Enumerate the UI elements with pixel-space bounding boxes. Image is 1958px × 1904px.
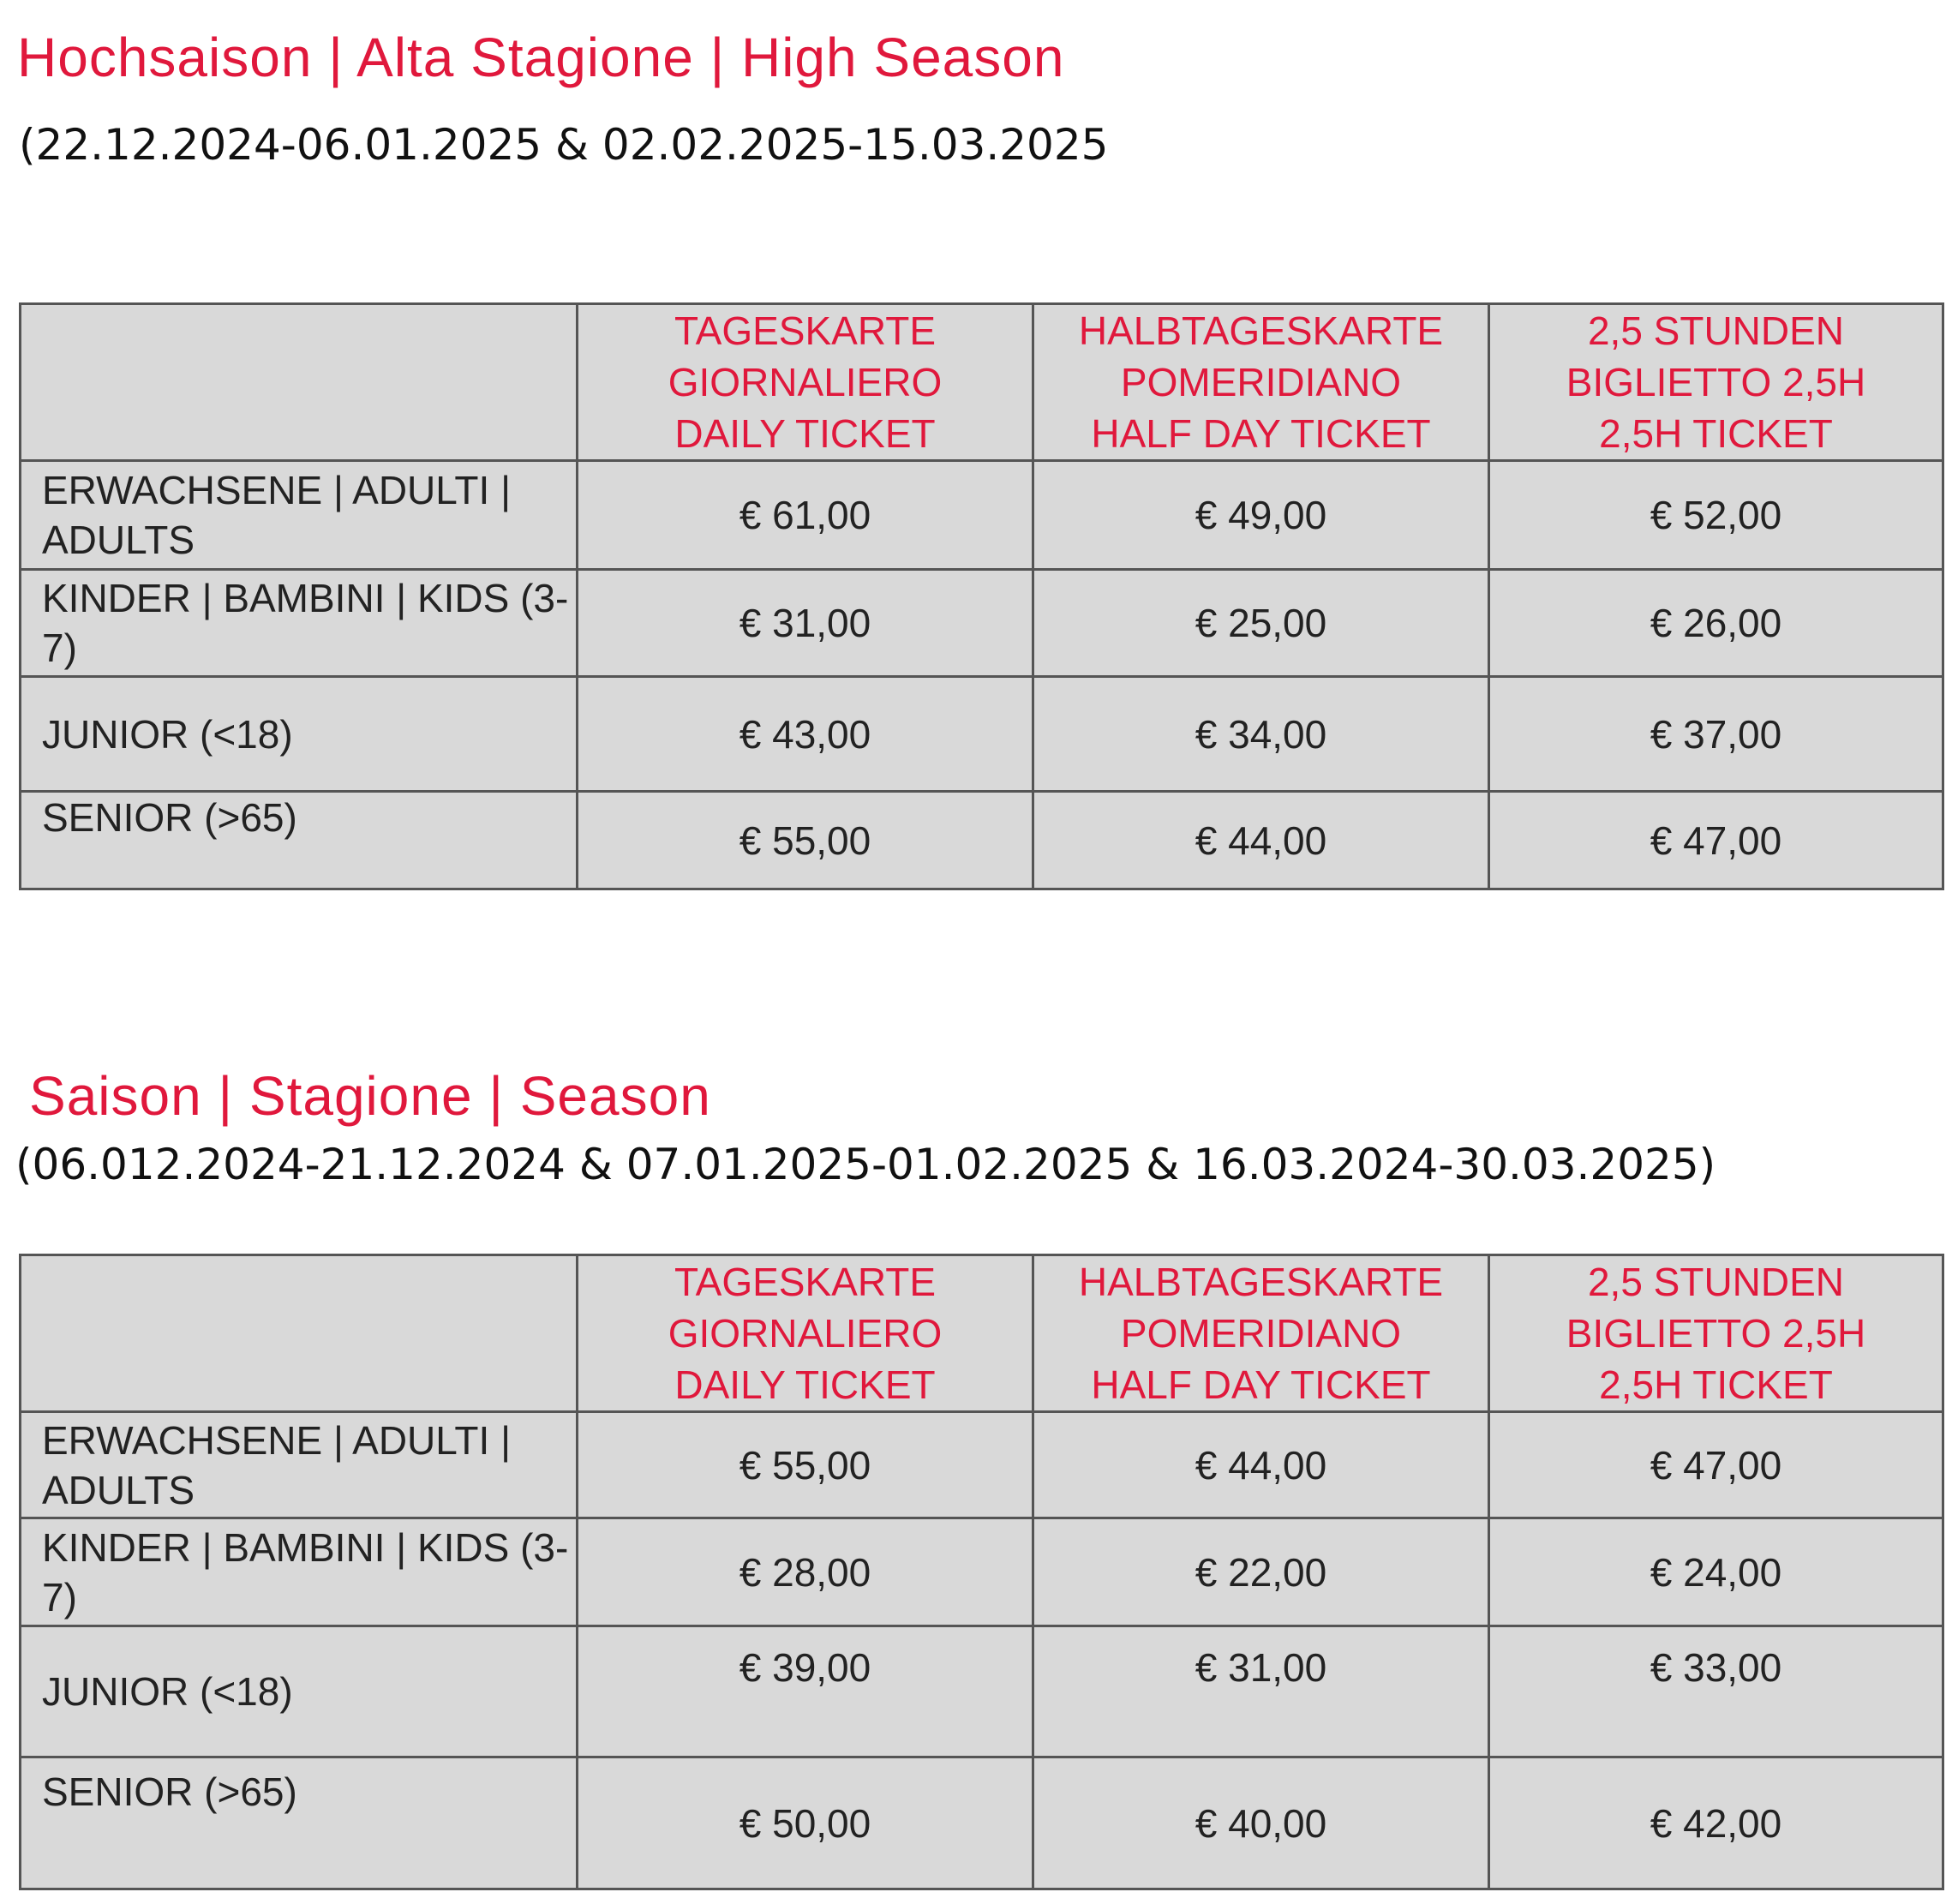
season-dates: (06.012.2024-21.12.2024 & 07.01.2025-01.… xyxy=(15,1140,1716,1189)
high-season-price-table: TAGESKARTE GIORNALIERO DAILY TICKET HALB… xyxy=(19,302,1944,890)
high-season-title: Hochsaison | Alta Stagione | High Season xyxy=(17,27,1065,88)
price-cell: € 52,00 xyxy=(1488,459,1944,571)
price-cell: € 28,00 xyxy=(576,1517,1034,1627)
row-label-junior: JUNIOR (<18) xyxy=(19,1625,578,1758)
header-2-5h-ticket: 2,5 STUNDEN BIGLIETTO 2,5H 2,5H TICKET xyxy=(1488,1254,1944,1413)
price-cell: € 55,00 xyxy=(576,790,1034,890)
price-cell: € 31,00 xyxy=(576,568,1034,678)
table-row: SENIOR (>65) € 50,00 € 40,00 € 42,00 xyxy=(19,1756,1944,1890)
price-cell: € 31,00 xyxy=(1032,1625,1490,1758)
row-label-senior: SENIOR (>65) xyxy=(19,1756,578,1890)
price-cell: € 49,00 xyxy=(1032,459,1490,571)
price-cell: € 22,00 xyxy=(1032,1517,1490,1627)
table-header-row: TAGESKARTE GIORNALIERO DAILY TICKET HALB… xyxy=(19,302,1944,462)
row-label-senior: SENIOR (>65) xyxy=(19,790,578,890)
table-row: KINDER | BAMBINI | KIDS (3-7) € 28,00 € … xyxy=(19,1517,1944,1627)
price-cell: € 26,00 xyxy=(1488,568,1944,678)
header-2-5h-ticket: 2,5 STUNDEN BIGLIETTO 2,5H 2,5H TICKET xyxy=(1488,302,1944,462)
row-label-junior: JUNIOR (<18) xyxy=(19,675,578,793)
header-half-day-ticket: HALBTAGESKARTE POMERIDIANO HALF DAY TICK… xyxy=(1032,1254,1490,1413)
price-cell: € 44,00 xyxy=(1032,790,1490,890)
price-cell: € 34,00 xyxy=(1032,675,1490,793)
price-cell: € 37,00 xyxy=(1488,675,1944,793)
price-cell: € 40,00 xyxy=(1032,1756,1490,1890)
table-row: KINDER | BAMBINI | KIDS (3-7) € 31,00 € … xyxy=(19,568,1944,678)
table-row: SENIOR (>65) € 55,00 € 44,00 € 47,00 xyxy=(19,790,1944,890)
row-label-adults: ERWACHSENE | ADULTI | ADULTS xyxy=(19,1410,578,1519)
season-price-table: TAGESKARTE GIORNALIERO DAILY TICKET HALB… xyxy=(19,1254,1944,1890)
table-header-row: TAGESKARTE GIORNALIERO DAILY TICKET HALB… xyxy=(19,1254,1944,1413)
price-cell: € 44,00 xyxy=(1032,1410,1490,1519)
table-row: ERWACHSENE | ADULTI | ADULTS € 55,00 € 4… xyxy=(19,1410,1944,1519)
row-label-kids: KINDER | BAMBINI | KIDS (3-7) xyxy=(19,1517,578,1627)
price-cell: € 61,00 xyxy=(576,459,1034,571)
header-half-day-ticket: HALBTAGESKARTE POMERIDIANO HALF DAY TICK… xyxy=(1032,302,1490,462)
price-cell: € 55,00 xyxy=(576,1410,1034,1519)
price-cell: € 39,00 xyxy=(576,1625,1034,1758)
price-cell: € 47,00 xyxy=(1488,1410,1944,1519)
header-empty-cell xyxy=(19,1254,578,1413)
row-label-adults: ERWACHSENE | ADULTI | ADULTS xyxy=(19,459,578,571)
price-cell: € 47,00 xyxy=(1488,790,1944,890)
header-empty-cell xyxy=(19,302,578,462)
price-cell: € 43,00 xyxy=(576,675,1034,793)
header-daily-ticket: TAGESKARTE GIORNALIERO DAILY TICKET xyxy=(576,302,1034,462)
price-cell: € 42,00 xyxy=(1488,1756,1944,1890)
price-cell: € 33,00 xyxy=(1488,1625,1944,1758)
season-title: Saison | Stagione | Season xyxy=(29,1065,711,1127)
high-season-dates: (22.12.2024-06.01.2025 & 02.02.2025-15.0… xyxy=(19,120,1109,170)
price-cell: € 24,00 xyxy=(1488,1517,1944,1627)
table-row: ERWACHSENE | ADULTI | ADULTS € 61,00 € 4… xyxy=(19,459,1944,571)
price-cell: € 25,00 xyxy=(1032,568,1490,678)
row-label-kids: KINDER | BAMBINI | KIDS (3-7) xyxy=(19,568,578,678)
header-daily-ticket: TAGESKARTE GIORNALIERO DAILY TICKET xyxy=(576,1254,1034,1413)
price-cell: € 50,00 xyxy=(576,1756,1034,1890)
table-row: JUNIOR (<18) € 43,00 € 34,00 € 37,00 xyxy=(19,675,1944,793)
table-row: JUNIOR (<18) € 39,00 € 31,00 € 33,00 xyxy=(19,1625,1944,1758)
